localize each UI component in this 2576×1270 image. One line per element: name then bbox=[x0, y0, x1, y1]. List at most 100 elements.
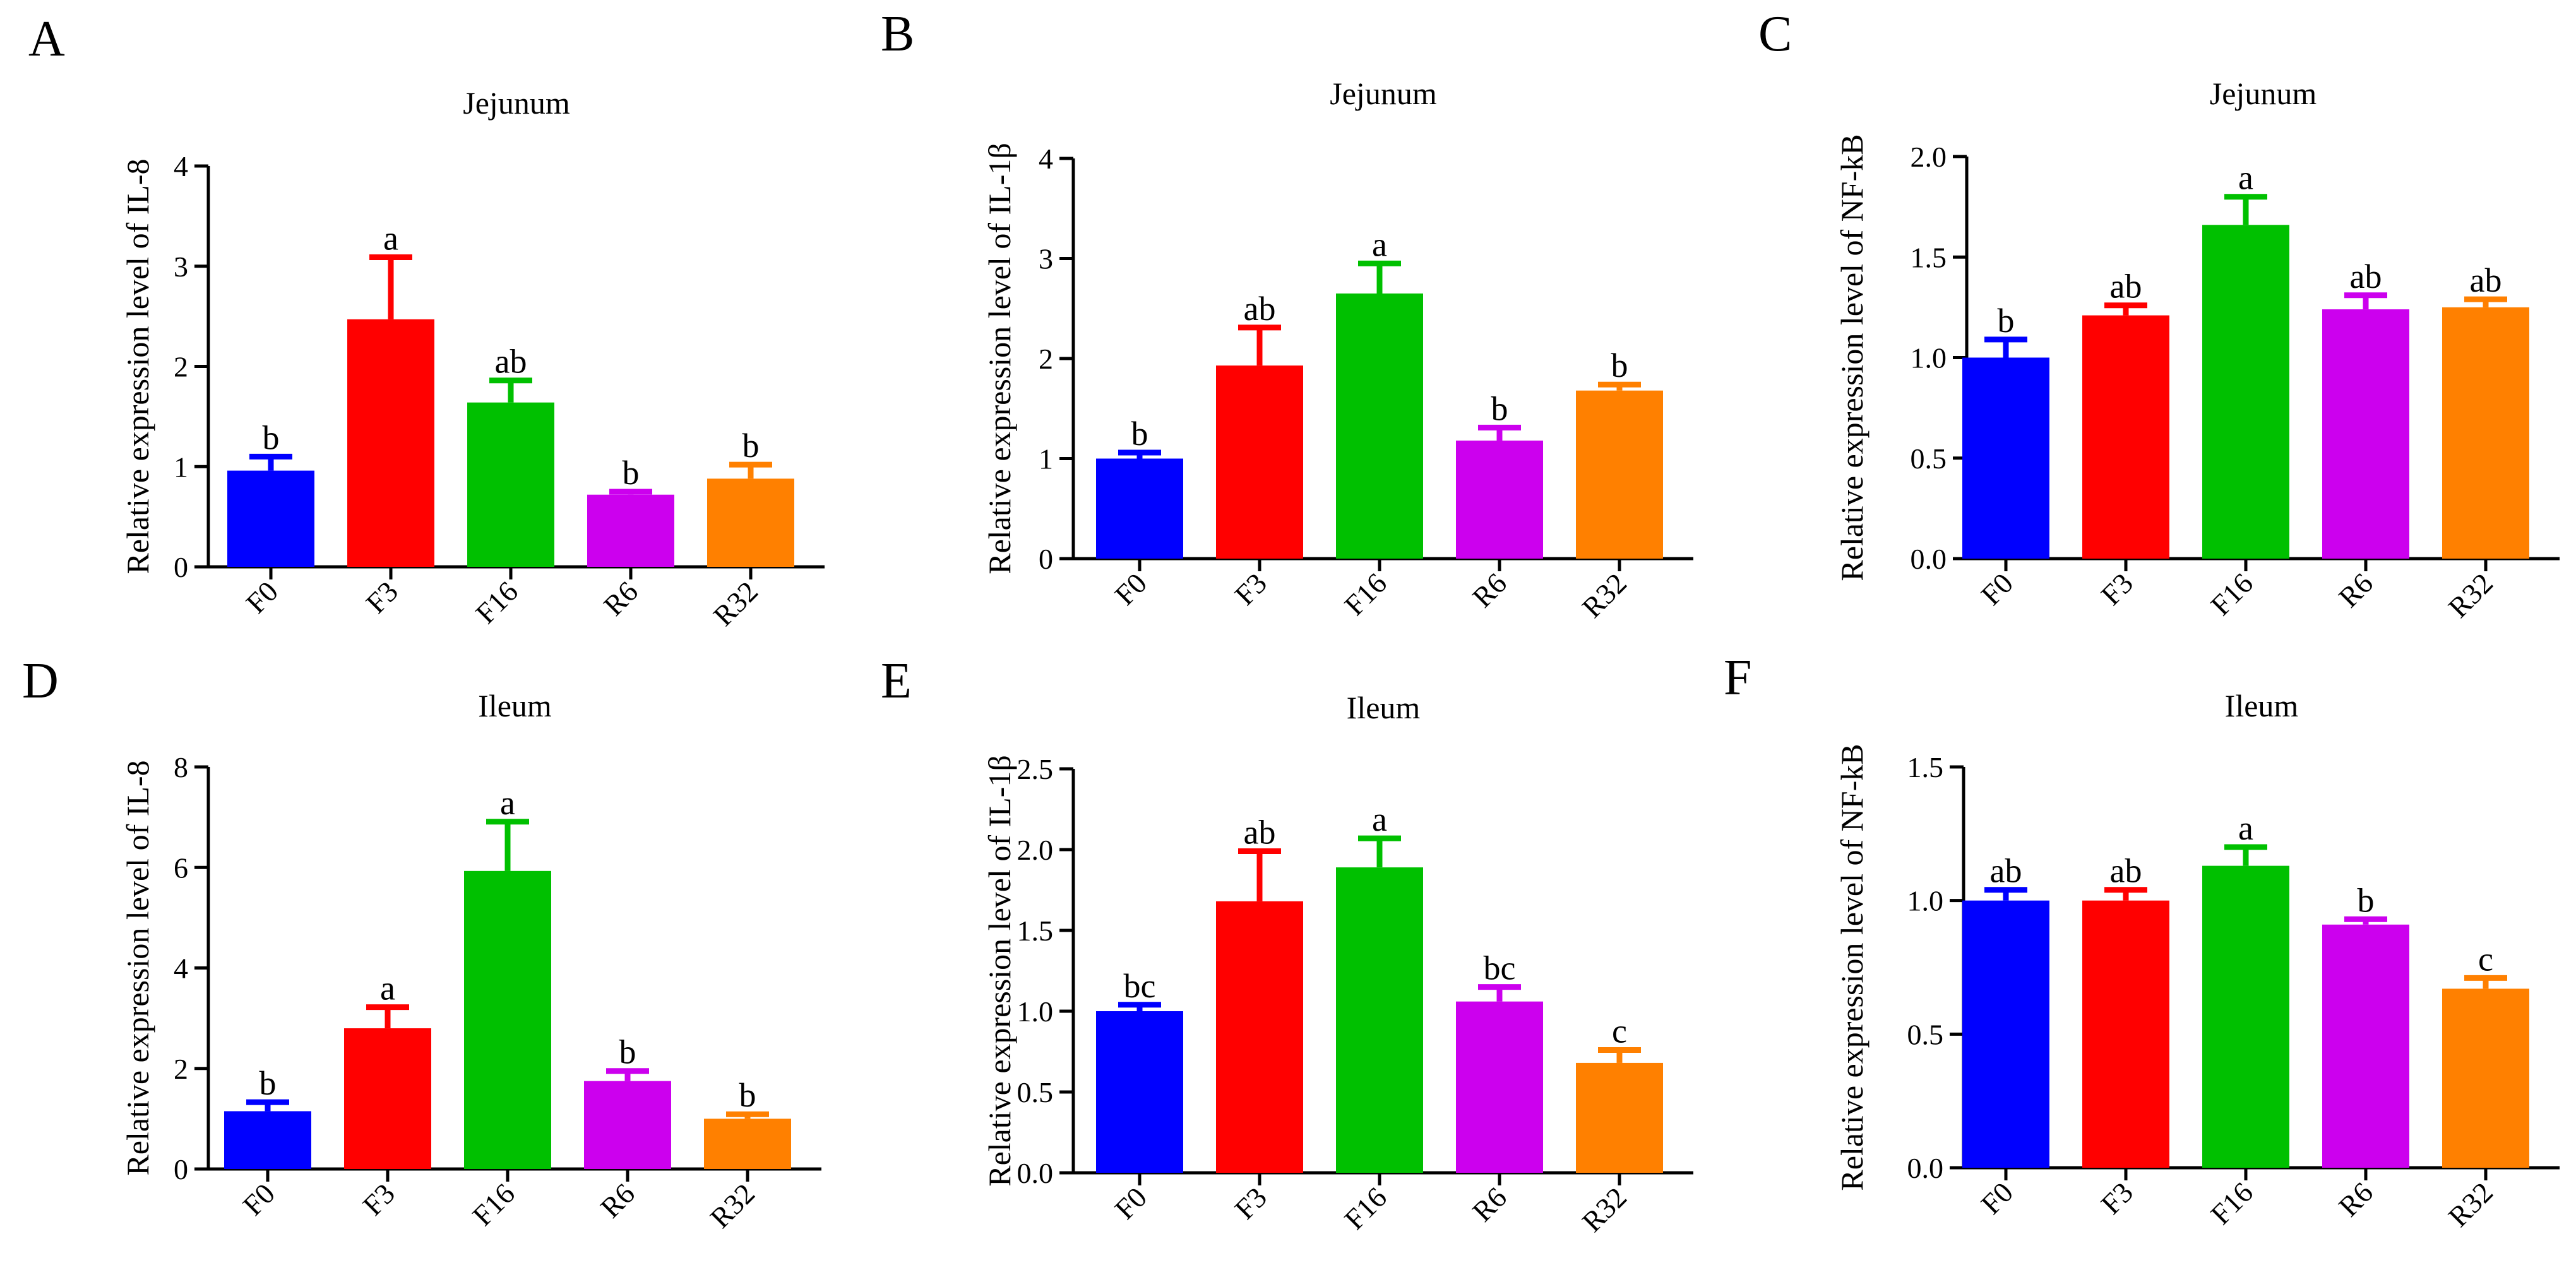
y-tick-label: 1 bbox=[1039, 443, 1053, 475]
significance-label: ab bbox=[2110, 268, 2142, 306]
significance-label: ab bbox=[495, 343, 527, 381]
chart-title: Ileum bbox=[2225, 688, 2299, 723]
y-tick-label: 2.5 bbox=[1017, 753, 1054, 785]
significance-label: a bbox=[1372, 800, 1387, 838]
bar-f3 bbox=[1216, 901, 1303, 1173]
chart-title: Ileum bbox=[478, 688, 552, 723]
significance-label: ab bbox=[2470, 261, 2502, 299]
y-tick-label: 0.0 bbox=[1911, 543, 1947, 575]
x-tick-label: F16 bbox=[466, 1177, 521, 1232]
y-tick-label: 0 bbox=[1039, 543, 1053, 575]
bar-f0 bbox=[1962, 357, 2049, 559]
significance-label: b bbox=[1491, 389, 1508, 427]
bar-r32 bbox=[1576, 1062, 1663, 1173]
y-tick-label: 0 bbox=[174, 551, 188, 583]
y-tick-label: 2.0 bbox=[1911, 141, 1947, 173]
bar-f16 bbox=[1336, 867, 1423, 1173]
significance-label: a bbox=[500, 784, 515, 822]
y-tick-label: 4 bbox=[174, 150, 188, 182]
bar-f0 bbox=[1096, 1011, 1183, 1173]
chart-panel-e: E Ileum Relative expression level of IL-1β… bbox=[881, 653, 1693, 1238]
panel-letter: E bbox=[881, 653, 912, 709]
x-tick-label: R32 bbox=[707, 575, 764, 632]
significance-label: b bbox=[1611, 347, 1628, 384]
x-tick-label: F16 bbox=[469, 575, 524, 630]
significance-label: c bbox=[2478, 940, 2493, 978]
x-tick-label: F16 bbox=[1338, 567, 1393, 622]
y-tick-label: 0.0 bbox=[1017, 1157, 1054, 1189]
y-tick-label: 0.0 bbox=[1907, 1152, 1944, 1184]
y-tick-label: 4 bbox=[174, 952, 188, 985]
significance-label: ab bbox=[2110, 852, 2142, 890]
x-tick-label: F3 bbox=[360, 575, 404, 619]
x-tick-label: F0 bbox=[1109, 1181, 1153, 1225]
significance-label: bc bbox=[1124, 967, 1156, 1005]
x-tick-label: R6 bbox=[1466, 567, 1513, 614]
panel-letter: B bbox=[881, 6, 914, 62]
x-tick-label: F0 bbox=[237, 1177, 281, 1221]
x-tick-label: R6 bbox=[597, 575, 644, 622]
x-tick-label: F3 bbox=[2095, 567, 2139, 611]
y-tick-label: 1.5 bbox=[1911, 241, 1947, 273]
panel-letter: F bbox=[1724, 650, 1752, 706]
y-tick-label: 0.5 bbox=[1907, 1018, 1944, 1050]
y-tick-label: 4 bbox=[1039, 143, 1053, 175]
bar-f16 bbox=[2202, 225, 2289, 559]
x-tick-label: R32 bbox=[704, 1177, 761, 1234]
x-tick-label: F0 bbox=[1109, 567, 1153, 611]
significance-label: a bbox=[2238, 809, 2253, 847]
significance-label: b bbox=[1998, 302, 2015, 340]
chart-title: Ileum bbox=[1347, 690, 1421, 725]
significance-label: a bbox=[380, 970, 395, 1007]
chart-title: Jejunum bbox=[463, 85, 570, 121]
bar-f3 bbox=[2082, 315, 2169, 559]
x-tick-label: F3 bbox=[357, 1177, 401, 1221]
chart-panel-c: C Jejunum Relative expression level of NF-… bbox=[1758, 6, 2560, 624]
chart-title: Jejunum bbox=[2210, 76, 2317, 111]
significance-label: b bbox=[742, 427, 760, 465]
y-tick-label: 2.0 bbox=[1017, 834, 1054, 866]
x-tick-label: F0 bbox=[240, 575, 284, 619]
chart-panel-f: F Ileum Relative expression level of NF-kB… bbox=[1724, 650, 2560, 1233]
y-tick-label: 1 bbox=[174, 451, 188, 483]
x-tick-label: F3 bbox=[1229, 567, 1273, 611]
x-tick-label: R32 bbox=[2442, 567, 2499, 624]
y-axis-label: Relative expression level of NF-kB bbox=[1834, 744, 1869, 1190]
x-tick-label: F0 bbox=[1975, 1176, 2019, 1220]
chart-title: Jejunum bbox=[1330, 76, 1437, 111]
x-tick-label: F16 bbox=[1338, 1181, 1393, 1236]
x-tick-label: R6 bbox=[594, 1177, 641, 1224]
y-tick-label: 1.5 bbox=[1907, 751, 1944, 783]
bar-r32 bbox=[707, 478, 794, 567]
significance-label: ab bbox=[1244, 814, 1276, 852]
y-tick-label: 1.0 bbox=[1911, 342, 1947, 374]
y-axis-label: Relative expression level of IL-1β bbox=[982, 143, 1017, 574]
significance-label: b bbox=[623, 454, 640, 492]
x-tick-label: R32 bbox=[2442, 1176, 2499, 1233]
x-tick-label: F0 bbox=[1975, 567, 2019, 611]
bar-f0 bbox=[1096, 458, 1183, 559]
bar-r6 bbox=[1456, 1001, 1543, 1173]
significance-label: ab bbox=[1990, 852, 2022, 890]
x-tick-label: F3 bbox=[2095, 1176, 2139, 1220]
bar-f0 bbox=[224, 1111, 311, 1169]
panel-letter: D bbox=[22, 653, 59, 709]
y-tick-label: 2 bbox=[1039, 343, 1053, 375]
significance-label: b bbox=[619, 1033, 636, 1071]
y-tick-label: 0.5 bbox=[1017, 1076, 1054, 1108]
significance-label: a bbox=[1372, 225, 1387, 263]
x-tick-label: F16 bbox=[2204, 567, 2259, 622]
y-axis-label: Relative expression level of IL-8 bbox=[120, 158, 155, 574]
significance-label: b bbox=[259, 1064, 277, 1102]
bar-f0 bbox=[1962, 900, 2049, 1168]
chart-panel-a: A Jejunum Relative expression level of IL-… bbox=[28, 11, 825, 632]
x-tick-label: R6 bbox=[1466, 1181, 1513, 1228]
bar-r6 bbox=[2322, 924, 2409, 1168]
y-axis-label: Relative expression level of IL-1β bbox=[982, 755, 1017, 1187]
y-tick-label: 6 bbox=[174, 852, 188, 884]
significance-label: ab bbox=[2350, 258, 2382, 295]
bar-r6 bbox=[2322, 309, 2409, 559]
panel-letter: C bbox=[1758, 6, 1792, 62]
y-tick-label: 8 bbox=[174, 751, 188, 783]
